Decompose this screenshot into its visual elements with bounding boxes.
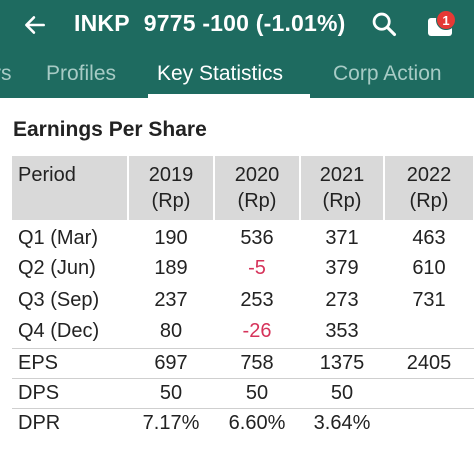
table-cell: 731 [412, 288, 446, 311]
table-cell: 237 [154, 288, 188, 311]
table-cell: 50 [128, 377, 214, 408]
table-cell: 758 [214, 347, 300, 378]
table-cell [384, 316, 474, 348]
tab-partial[interactable]: rs [0, 62, 12, 85]
header-year: 2020 [234, 164, 280, 186]
table-cell: 190 [154, 226, 188, 249]
table-row-dpr: DPR 7.17% 6.60% 3.64% [12, 407, 474, 438]
tab-profiles[interactable]: Profiles [46, 62, 117, 85]
table-row: Q1 (Mar) 190 536 371 463 [12, 220, 474, 252]
table-cell: 50 [300, 377, 384, 408]
notification-button[interactable]: 1 [426, 10, 458, 40]
arrow-left-icon[interactable] [22, 12, 48, 38]
row-label: Q3 (Sep) [18, 288, 100, 311]
column-header-2022: 2022 (Rp) [384, 156, 474, 220]
table-row: Q3 (Sep) 237 253 273 731 [12, 284, 474, 316]
table-cell: 2405 [384, 347, 474, 378]
header-unit: (Rp) [409, 190, 449, 212]
search-icon[interactable] [370, 10, 398, 38]
table-cell: 353 [325, 320, 359, 343]
key-statistics-content: Earnings Per Share Period 2019 (Rp) 2020 (… [0, 98, 474, 464]
table-cell: 379 [325, 256, 359, 279]
table-cell: 273 [325, 288, 359, 311]
price-quote: 9775 -100 (-1.01%) [143, 10, 346, 36]
eps-table: Period 2019 (Rp) 2020 (Rp) 2021 (Rp) 2022 (R… [12, 156, 474, 438]
table-cell: 610 [412, 256, 446, 279]
table-cell: 7.17% [128, 407, 214, 438]
table-header-row: Period 2019 (Rp) 2020 (Rp) 2021 (Rp) 2022 (R… [12, 156, 474, 220]
table-row-eps: EPS 697 758 1375 2405 [12, 347, 474, 378]
table-cell: 1375 [300, 347, 384, 378]
table-cell-negative: -26 [242, 320, 272, 343]
row-label: DPS [12, 377, 128, 408]
ticker-symbol: INKP [74, 10, 130, 36]
table-row-dps: DPS 50 50 50 [12, 377, 474, 408]
table-cell: 697 [128, 347, 214, 378]
table-row: Q2 (Jun) 189 -5 379 610 [12, 252, 474, 284]
row-label: Q1 (Mar) [18, 226, 98, 249]
header-unit: (Rp) [237, 190, 277, 212]
table-cell: 536 [240, 226, 274, 249]
header-year: 2022 [406, 164, 452, 186]
column-header-2021: 2021 (Rp) [300, 156, 385, 220]
column-header-2020: 2020 (Rp) [214, 156, 301, 220]
table-cell [384, 377, 474, 408]
tab-bar: rs Profiles Key Statistics Corp Action [0, 50, 474, 98]
notification-badge: 1 [436, 10, 456, 30]
table-row: Q4 (Dec) 80 -26 353 [12, 316, 474, 348]
header-year: 2019 [148, 164, 194, 186]
section-title: Earnings Per Share [13, 118, 207, 141]
app-bar: INKP 9775 -100 (-1.01%) 1 [0, 0, 474, 50]
active-tab-indicator [148, 94, 310, 98]
table-cell: 253 [240, 288, 274, 311]
tab-corp-action[interactable]: Corp Action [333, 62, 442, 85]
table-cell: 371 [325, 226, 359, 249]
table-cell: 3.64% [300, 407, 384, 438]
table-cell: 50 [214, 377, 300, 408]
table-cell: 189 [154, 256, 188, 279]
column-header-period: Period [12, 156, 129, 220]
row-label: EPS [12, 347, 128, 378]
table-cell-negative: -5 [248, 256, 266, 279]
header-unit: (Rp) [322, 190, 362, 212]
header-unit: (Rp) [151, 190, 191, 212]
column-header-2019: 2019 (Rp) [128, 156, 215, 220]
row-label: Q2 (Jun) [18, 256, 96, 279]
row-label: DPR [12, 407, 128, 438]
table-cell [384, 407, 474, 438]
table-cell: 6.60% [214, 407, 300, 438]
tab-key-statistics[interactable]: Key Statistics [157, 62, 284, 85]
table-cell: 463 [412, 226, 446, 249]
table-cell: 80 [159, 320, 183, 343]
row-label: Q4 (Dec) [18, 320, 100, 343]
header-year: 2021 [319, 164, 365, 186]
stock-title: INKP 9775 -100 (-1.01%) [74, 10, 346, 37]
